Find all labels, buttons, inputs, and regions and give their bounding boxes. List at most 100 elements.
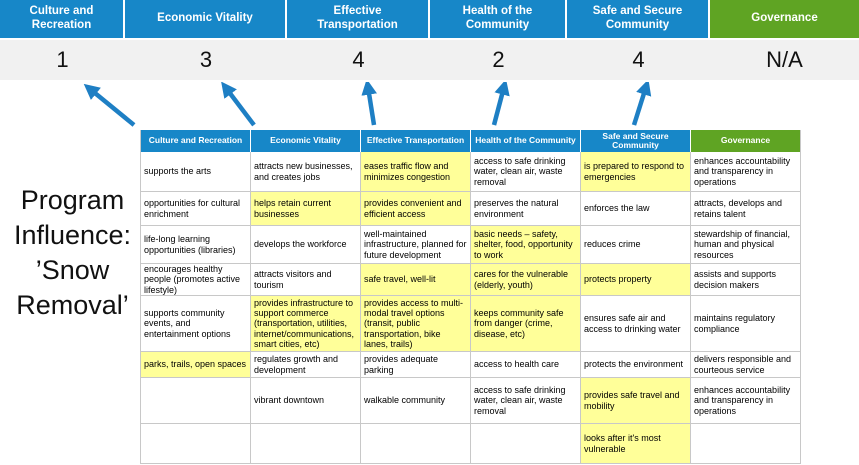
influence-matrix-table: Culture and Recreation Economic Vitality E…	[140, 130, 801, 464]
matrix-cell-r5c2: provides infrastructure to support comme…	[251, 296, 361, 352]
matrix-cell-r8c1	[141, 424, 251, 464]
matrix-cell-r6c3: provides adequate parking	[361, 352, 471, 378]
matrix-cell-text: looks after it's most vulnerable	[584, 433, 661, 454]
matrix-cell-text: attracts visitors and tourism	[254, 269, 332, 290]
matrix-cell-r2c3: provides convenient and efficient access	[361, 192, 471, 226]
matrix-cell-text: access to safe drinking water, clean air…	[474, 155, 566, 187]
matrix-cell-r3c1: life-long learning opportunities (librar…	[141, 226, 251, 264]
matrix-cell-r7c6: enhances accountability and transparency…	[691, 378, 801, 424]
matrix-cell-r3c3: well-maintained infrastructure, planned …	[361, 226, 471, 264]
matrix-cell-text: keeps community safe from danger (crime,…	[474, 307, 564, 339]
matrix-cell-r1c6: enhances accountability and transparency…	[691, 152, 801, 192]
matrix-cell-r6c4: access to health care	[471, 352, 581, 378]
matrix-cell-text: parks, trails, open spaces	[144, 359, 247, 370]
matrix-cell-text: assists and supports decision makers	[694, 269, 777, 290]
influence-arrow-5	[631, 82, 652, 126]
matrix-cell-r1c2: attracts new businesses, and creates job…	[251, 152, 361, 192]
category-header-6: Governance	[710, 0, 859, 38]
matrix-cell-text: access to health care	[474, 359, 560, 370]
matrix-cell-r4c6: assists and supports decision makers	[691, 264, 801, 296]
matrix-cell-text: maintains regulatory compliance	[694, 313, 776, 334]
matrix-cell-r4c2: attracts visitors and tourism	[251, 264, 361, 296]
category-header-1: Culture and Recreation	[0, 0, 125, 38]
matrix-cell-r2c2: helps retain current businesses	[251, 192, 361, 226]
category-score-4: 2	[492, 47, 505, 72]
matrix-cell-r8c3	[361, 424, 471, 464]
matrix-row-3: life-long learning opportunities (librar…	[141, 226, 801, 264]
matrix-cell-text: safe travel, well-lit	[364, 274, 436, 285]
matrix-cell-r3c4: basic needs – safety, shelter, food, opp…	[471, 226, 581, 264]
matrix-cell-text: delivers responsible and courteous servi…	[694, 354, 792, 375]
matrix-row-1: supports the arts attracts new businesses…	[141, 152, 801, 192]
matrix-row-5: supports community events, and entertain…	[141, 296, 801, 352]
matrix-row-2: opportunities for cultural enrichment hel…	[141, 192, 801, 226]
category-header-band: Culture and Recreation Economic Vitality E…	[0, 0, 859, 38]
category-score-1: 1	[56, 47, 69, 72]
matrix-row-8: looks after it's most vulnerable	[141, 424, 801, 464]
matrix-cell-text: walkable community	[364, 395, 446, 406]
matrix-cell-r1c4: access to safe drinking water, clean air…	[471, 152, 581, 192]
matrix-body: supports the arts attracts new businesses…	[141, 152, 801, 464]
matrix-cell-text: cares for the vulnerable (elderly, youth…	[474, 269, 569, 290]
matrix-cell-text: vibrant downtown	[254, 395, 325, 406]
matrix-header-4: Health of the Community	[471, 130, 581, 152]
program-label-line: Program	[20, 185, 125, 215]
matrix-header-row: Culture and Recreation Economic Vitality E…	[141, 130, 801, 152]
matrix-cell-r2c6: attracts, develops and retains talent	[691, 192, 801, 226]
matrix-cell-text: develops the workforce	[254, 239, 347, 250]
matrix-cell-text: basic needs – safety, shelter, food, opp…	[474, 228, 573, 260]
matrix-cell-r5c6: maintains regulatory compliance	[691, 296, 801, 352]
matrix-cell-r5c3: provides access to multi-modal travel op…	[361, 296, 471, 352]
matrix-cell-r4c4: cares for the vulnerable (elderly, youth…	[471, 264, 581, 296]
matrix-cell-text: protects the environment	[584, 359, 684, 370]
program-influence-label: Program Influence: ’Snow Removal’	[0, 183, 145, 323]
matrix-cell-r7c3: walkable community	[361, 378, 471, 424]
category-score-3: 4	[352, 47, 365, 72]
matrix-cell-r1c5: is prepared to respond to emergencies	[581, 152, 691, 192]
matrix-row-6: parks, trails, open spaces regulates grow…	[141, 352, 801, 378]
matrix-cell-text: is prepared to respond to emergencies	[584, 161, 685, 182]
matrix-cell-text: life-long learning opportunities (librar…	[144, 234, 236, 255]
program-label-line: Influence:	[13, 220, 132, 251]
matrix-cell-r8c2	[251, 424, 361, 464]
matrix-cell-r3c2: develops the workforce	[251, 226, 361, 264]
matrix-cell-r3c5: reduces crime	[581, 226, 691, 264]
matrix-cell-r7c5: provides safe travel and mobility	[581, 378, 691, 424]
matrix-cell-text: provides convenient and efficient access	[364, 198, 462, 219]
category-score-5: 4	[632, 47, 645, 72]
matrix-cell-r1c1: supports the arts	[141, 152, 251, 192]
matrix-cell-text: ensures safe air and access to drinking …	[584, 313, 681, 334]
matrix-cell-text: regulates growth and development	[254, 354, 339, 375]
matrix-cell-r5c5: ensures safe air and access to drinking …	[581, 296, 691, 352]
program-label-line: Removal’	[16, 290, 129, 321]
matrix-cell-text: provides safe travel and mobility	[584, 390, 680, 411]
program-label-line: ’Snow	[35, 255, 110, 286]
matrix-cell-text: eases traffic flow and minimizes congest…	[364, 161, 451, 182]
category-header-4: Health of the Community	[430, 0, 567, 38]
matrix-cell-text: reduces crime	[584, 239, 641, 250]
matrix-cell-r2c1: opportunities for cultural enrichment	[141, 192, 251, 226]
matrix-cell-text: provides adequate parking	[364, 354, 439, 375]
influence-arrow-2	[221, 82, 256, 127]
matrix-cell-text: stewardship of financial, human and phys…	[694, 228, 791, 260]
matrix-cell-text: enhances accountability and transparency…	[694, 384, 791, 416]
matrix-cell-text: enforces the law	[584, 203, 650, 214]
matrix-cell-r5c4: keeps community safe from danger (crime,…	[471, 296, 581, 352]
matrix-row-7: vibrant downtown walkable community access…	[141, 378, 801, 424]
category-score-6: N/A	[766, 47, 803, 72]
matrix-cell-r7c4: access to safe drinking water, clean air…	[471, 378, 581, 424]
matrix-cell-r6c5: protects the environment	[581, 352, 691, 378]
matrix-cell-r8c4	[471, 424, 581, 464]
category-header-5: Safe and Secure Community	[567, 0, 710, 38]
matrix-cell-r2c4: preserves the natural environment	[471, 192, 581, 226]
category-score-2: 3	[199, 47, 213, 72]
category-header-3: Effective Transportation	[287, 0, 430, 38]
matrix-cell-r6c6: delivers responsible and courteous servi…	[691, 352, 801, 378]
matrix-cell-text: opportunities for cultural enrichment	[144, 198, 241, 219]
matrix-cell-text: well-maintained infrastructure, planned …	[364, 228, 467, 260]
matrix-cell-r8c5: looks after it's most vulnerable	[581, 424, 691, 464]
matrix-cell-text: attracts new businesses, and creates job…	[254, 161, 353, 182]
matrix-cell-r4c3: safe travel, well-lit	[361, 264, 471, 296]
matrix-header-5: Safe and Secure Community	[581, 130, 691, 152]
